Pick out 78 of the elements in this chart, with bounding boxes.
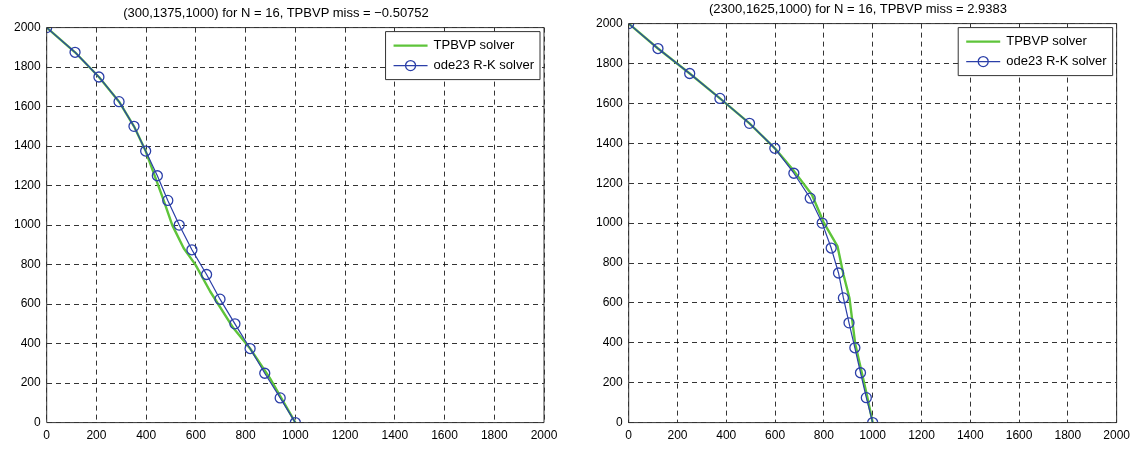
y-tick-label: 1600: [595, 95, 624, 110]
x-tick-label: 1800: [1054, 428, 1082, 443]
x-tick-label: 1000: [282, 428, 310, 443]
y-tick-label: 0: [34, 414, 42, 429]
point: [214, 293, 226, 305]
x-tick-label: 2000: [1103, 428, 1131, 443]
legend-label: ode23 R-K solver: [1006, 53, 1108, 69]
y-tick-label: 1200: [595, 175, 624, 190]
y-tick-label: 600: [20, 296, 42, 311]
x-tick-label: 600: [185, 428, 207, 443]
point: [843, 317, 855, 329]
y-tick-label: 600: [602, 295, 624, 310]
x-tick-label: 800: [813, 428, 835, 443]
y-tick-label: 2000: [595, 15, 624, 30]
point: [743, 117, 756, 129]
point: [113, 96, 125, 108]
point: [684, 67, 696, 80]
x-tick-label: 1200: [331, 428, 359, 443]
x-tick-label: 200: [667, 428, 688, 443]
x-tick-label: 1200: [908, 428, 936, 443]
point: [162, 194, 174, 207]
y-tick-label: 1000: [595, 215, 624, 230]
point: [140, 145, 152, 157]
legend-label: TPBVP solver: [433, 37, 515, 53]
y-tick-label: 1400: [595, 135, 624, 150]
y-tick-label: 1800: [13, 59, 42, 74]
x-tick-label: 1400: [956, 428, 984, 443]
point: [200, 268, 213, 281]
y-tick-label: 0: [616, 414, 624, 429]
y-tick-label: 1200: [13, 177, 42, 192]
point: [151, 170, 163, 182]
point: [69, 46, 81, 58]
point: [854, 367, 867, 379]
legend-label: TPBVP solver: [1006, 33, 1088, 49]
x-tick-label: 2000: [530, 428, 558, 443]
point: [173, 219, 185, 231]
x-tick-label: 1000: [859, 428, 887, 443]
point: [714, 92, 726, 105]
point: [274, 392, 286, 404]
y-tick-label: 400: [602, 335, 624, 350]
x-tick-label: 1400: [381, 428, 409, 443]
point: [825, 242, 837, 254]
y-tick-label: 1600: [13, 98, 42, 113]
x-tick-label: 1600: [1005, 428, 1033, 443]
x-tick-label: 1800: [480, 428, 508, 443]
x-tick-label: 800: [235, 428, 256, 443]
point: [788, 167, 800, 179]
point: [652, 42, 664, 55]
point: [849, 342, 861, 354]
chart-title: (2300,1625,1000) for N = 16, TPBVP miss = 2.9383: [709, 1, 1007, 17]
point: [259, 367, 271, 379]
y-tick-label: 800: [20, 256, 42, 271]
y-tick-label: 200: [20, 375, 42, 390]
point: [769, 142, 781, 154]
point: [816, 217, 828, 229]
y-tick-label: 1400: [13, 138, 42, 153]
x-tick-label: 200: [86, 428, 107, 443]
x-tick-label: 1600: [431, 428, 459, 443]
chart-title: (300,1375,1000) for N = 16, TPBVP miss = −0.50752: [123, 5, 429, 21]
legend-label: ode23 R-K solver: [433, 57, 535, 73]
point: [244, 342, 256, 355]
x-tick-label: 600: [765, 428, 786, 443]
y-tick-label: 800: [602, 255, 624, 270]
point: [186, 244, 198, 256]
point: [860, 392, 872, 404]
y-tick-label: 400: [20, 335, 42, 350]
y-tick-label: 200: [602, 375, 624, 390]
x-tick-label: 400: [716, 428, 737, 443]
point: [229, 318, 241, 330]
y-tick-label: 1000: [13, 217, 42, 232]
x-tick-label: 400: [136, 428, 157, 443]
point: [804, 192, 816, 204]
point: [832, 267, 845, 279]
point: [837, 292, 850, 304]
y-tick-label: 1800: [595, 55, 624, 70]
point: [128, 120, 140, 132]
y-tick-label: 2000: [13, 19, 42, 34]
point: [93, 71, 105, 83]
